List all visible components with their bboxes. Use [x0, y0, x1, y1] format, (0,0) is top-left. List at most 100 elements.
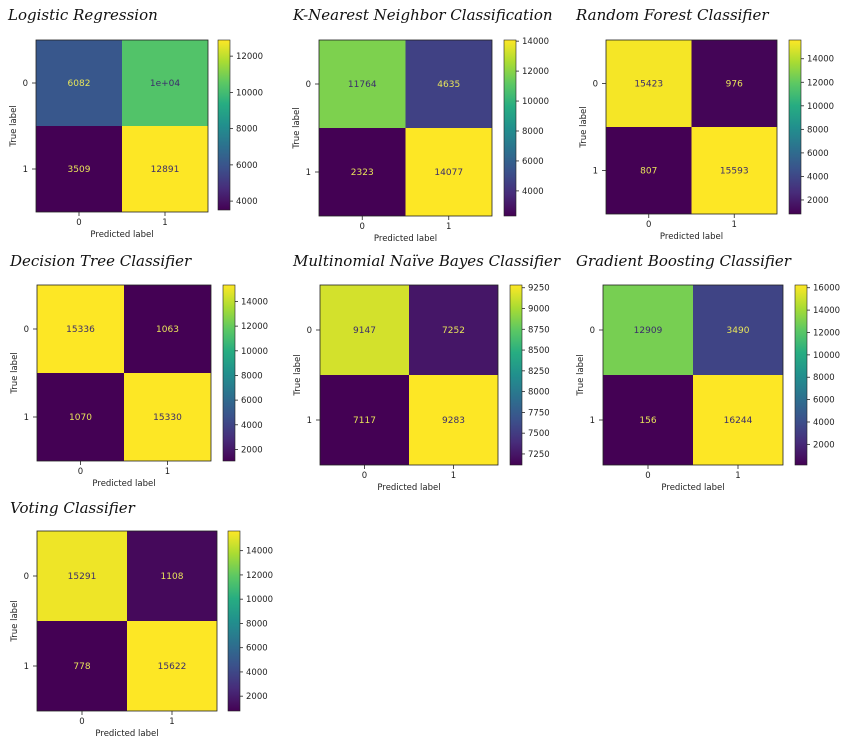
matrix-cell — [36, 126, 122, 212]
colorbar-tick-label: 4000 — [813, 418, 835, 428]
matrix-frame — [36, 530, 218, 712]
colorbar — [217, 39, 231, 211]
cell-value-label: 4635 — [437, 80, 460, 90]
matrix-cell — [606, 127, 692, 214]
y-tick-label: 1 — [24, 413, 29, 423]
x-tick-label: 0 — [360, 222, 365, 232]
colorbar — [794, 284, 808, 466]
colorbar-tick-label: 9250 — [528, 284, 550, 294]
cell-value-label: 7252 — [442, 326, 465, 336]
matrix-frame — [602, 284, 784, 466]
colorbar-tick-label: 8000 — [236, 125, 258, 135]
matrix-cell — [124, 373, 211, 461]
colorbar-tick-label: 10000 — [246, 595, 273, 605]
x-tick-label: 1 — [451, 471, 456, 481]
cell-value-label: 15423 — [634, 80, 663, 90]
matrix-cell — [405, 40, 492, 128]
cell-value-label: 1108 — [161, 572, 184, 582]
x-tick-label: 1 — [165, 467, 170, 477]
y-axis-label: True label — [293, 354, 303, 396]
colorbar-tick-label: 12000 — [807, 78, 834, 88]
confusion-matrix-panel: Gradient Boosting Classifier 12909 3490 156… — [576, 252, 840, 493]
colorbar-tick-label: 14000 — [807, 55, 834, 65]
cell-value-label: 3509 — [68, 165, 91, 175]
matrix-cell — [691, 40, 777, 127]
y-tick-label: 0 — [593, 80, 598, 90]
colorbar-tick-label: 6000 — [807, 149, 829, 159]
colorbar-tick-label: 6000 — [246, 644, 268, 654]
cell-value-label: 7117 — [353, 416, 376, 426]
colorbar-tick-label: 12000 — [241, 322, 268, 332]
y-axis-label: True label — [576, 354, 586, 396]
y-tick-label: 0 — [307, 326, 312, 336]
colorbar-tick-label: 2000 — [246, 692, 268, 702]
y-axis-label: True label — [579, 106, 589, 148]
matrix-frame — [35, 39, 209, 213]
matrix-cell — [37, 531, 127, 621]
matrix-cell — [603, 285, 693, 375]
matrix-cell — [693, 285, 783, 375]
colorbar-tick-label: 8500 — [528, 346, 550, 356]
matrix-cell — [405, 128, 492, 216]
colorbar-tick-label: 6000 — [522, 157, 544, 167]
matrix-cell — [320, 375, 409, 465]
colorbar-tick-label: 2000 — [807, 196, 829, 206]
cell-value-label: 16244 — [724, 416, 753, 426]
panel-title: Random Forest Classifier — [575, 6, 769, 24]
cell-value-label: 3490 — [727, 326, 750, 336]
colorbar-tick-label: 8000 — [528, 388, 550, 398]
cell-value-label: 15291 — [68, 572, 97, 582]
confusion-matrix-panel: Voting Classifier 15291 1108 778 15622 0 1 0 1 Pr… — [10, 499, 273, 739]
confusion-matrix-panel: Random Forest Classifier 15423 976 807 15593… — [575, 6, 834, 242]
cell-value-label: 12891 — [151, 165, 180, 175]
y-axis-label: True label — [9, 105, 19, 147]
colorbar-tick-label: 10000 — [807, 102, 834, 112]
colorbar-tick-label: 14000 — [813, 306, 840, 316]
confusion-matrix-panel: Decision Tree Classifier 15336 1063 1070 153… — [9, 252, 268, 489]
cell-value-label: 15622 — [158, 662, 187, 672]
colorbar-tick-label: 6000 — [241, 396, 263, 406]
matrix-frame — [318, 39, 493, 217]
cell-value-label: 15336 — [66, 325, 95, 335]
matrix-cell — [37, 285, 124, 373]
colorbar-tick-label: 4000 — [236, 197, 258, 207]
colorbar-tick-label: 8750 — [528, 325, 550, 335]
colorbar-tick-label: 8000 — [813, 373, 835, 383]
colorbar-tick-label: 2000 — [813, 440, 835, 450]
panel-title: Logistic Regression — [7, 6, 158, 24]
x-tick-label: 1 — [162, 218, 167, 228]
x-tick-label: 0 — [362, 471, 367, 481]
matrix-cell — [693, 375, 783, 465]
matrix-cell — [320, 285, 409, 375]
colorbar-tick-label: 10000 — [241, 347, 268, 357]
y-tick-label: 0 — [24, 325, 29, 335]
matrix-cell — [319, 128, 406, 216]
colorbar — [509, 284, 523, 466]
colorbar-tick-label: 16000 — [813, 284, 840, 294]
matrix-cell — [409, 285, 498, 375]
colorbar-tick-label: 8000 — [522, 127, 544, 137]
panel-title: Decision Tree Classifier — [9, 252, 192, 270]
cell-value-label: 15330 — [153, 413, 182, 423]
colorbar-tick-label: 4000 — [807, 172, 829, 182]
panel-title: Multinomial Naïve Bayes Classifier — [292, 252, 561, 270]
colorbar-tick-label: 8250 — [528, 367, 550, 377]
colorbar — [227, 530, 241, 712]
y-tick-label: 1 — [593, 167, 598, 177]
colorbar — [222, 284, 236, 462]
panel-title: Gradient Boosting Classifier — [576, 252, 792, 270]
colorbar-tick-label: 7500 — [528, 429, 550, 439]
colorbar-tick-label: 14000 — [241, 297, 268, 307]
x-tick-label: 0 — [76, 218, 81, 228]
x-axis-label: Predicted label — [374, 234, 437, 244]
cell-value-label: 11764 — [348, 80, 377, 90]
x-tick-label: 1 — [735, 471, 740, 481]
x-axis-label: Predicted label — [90, 230, 153, 240]
colorbar-tick-label: 8000 — [807, 125, 829, 135]
cell-value-label: 1070 — [69, 413, 92, 423]
x-tick-label: 0 — [79, 717, 84, 727]
colorbar-tick-label: 10000 — [813, 351, 840, 361]
matrix-cell — [122, 40, 208, 126]
